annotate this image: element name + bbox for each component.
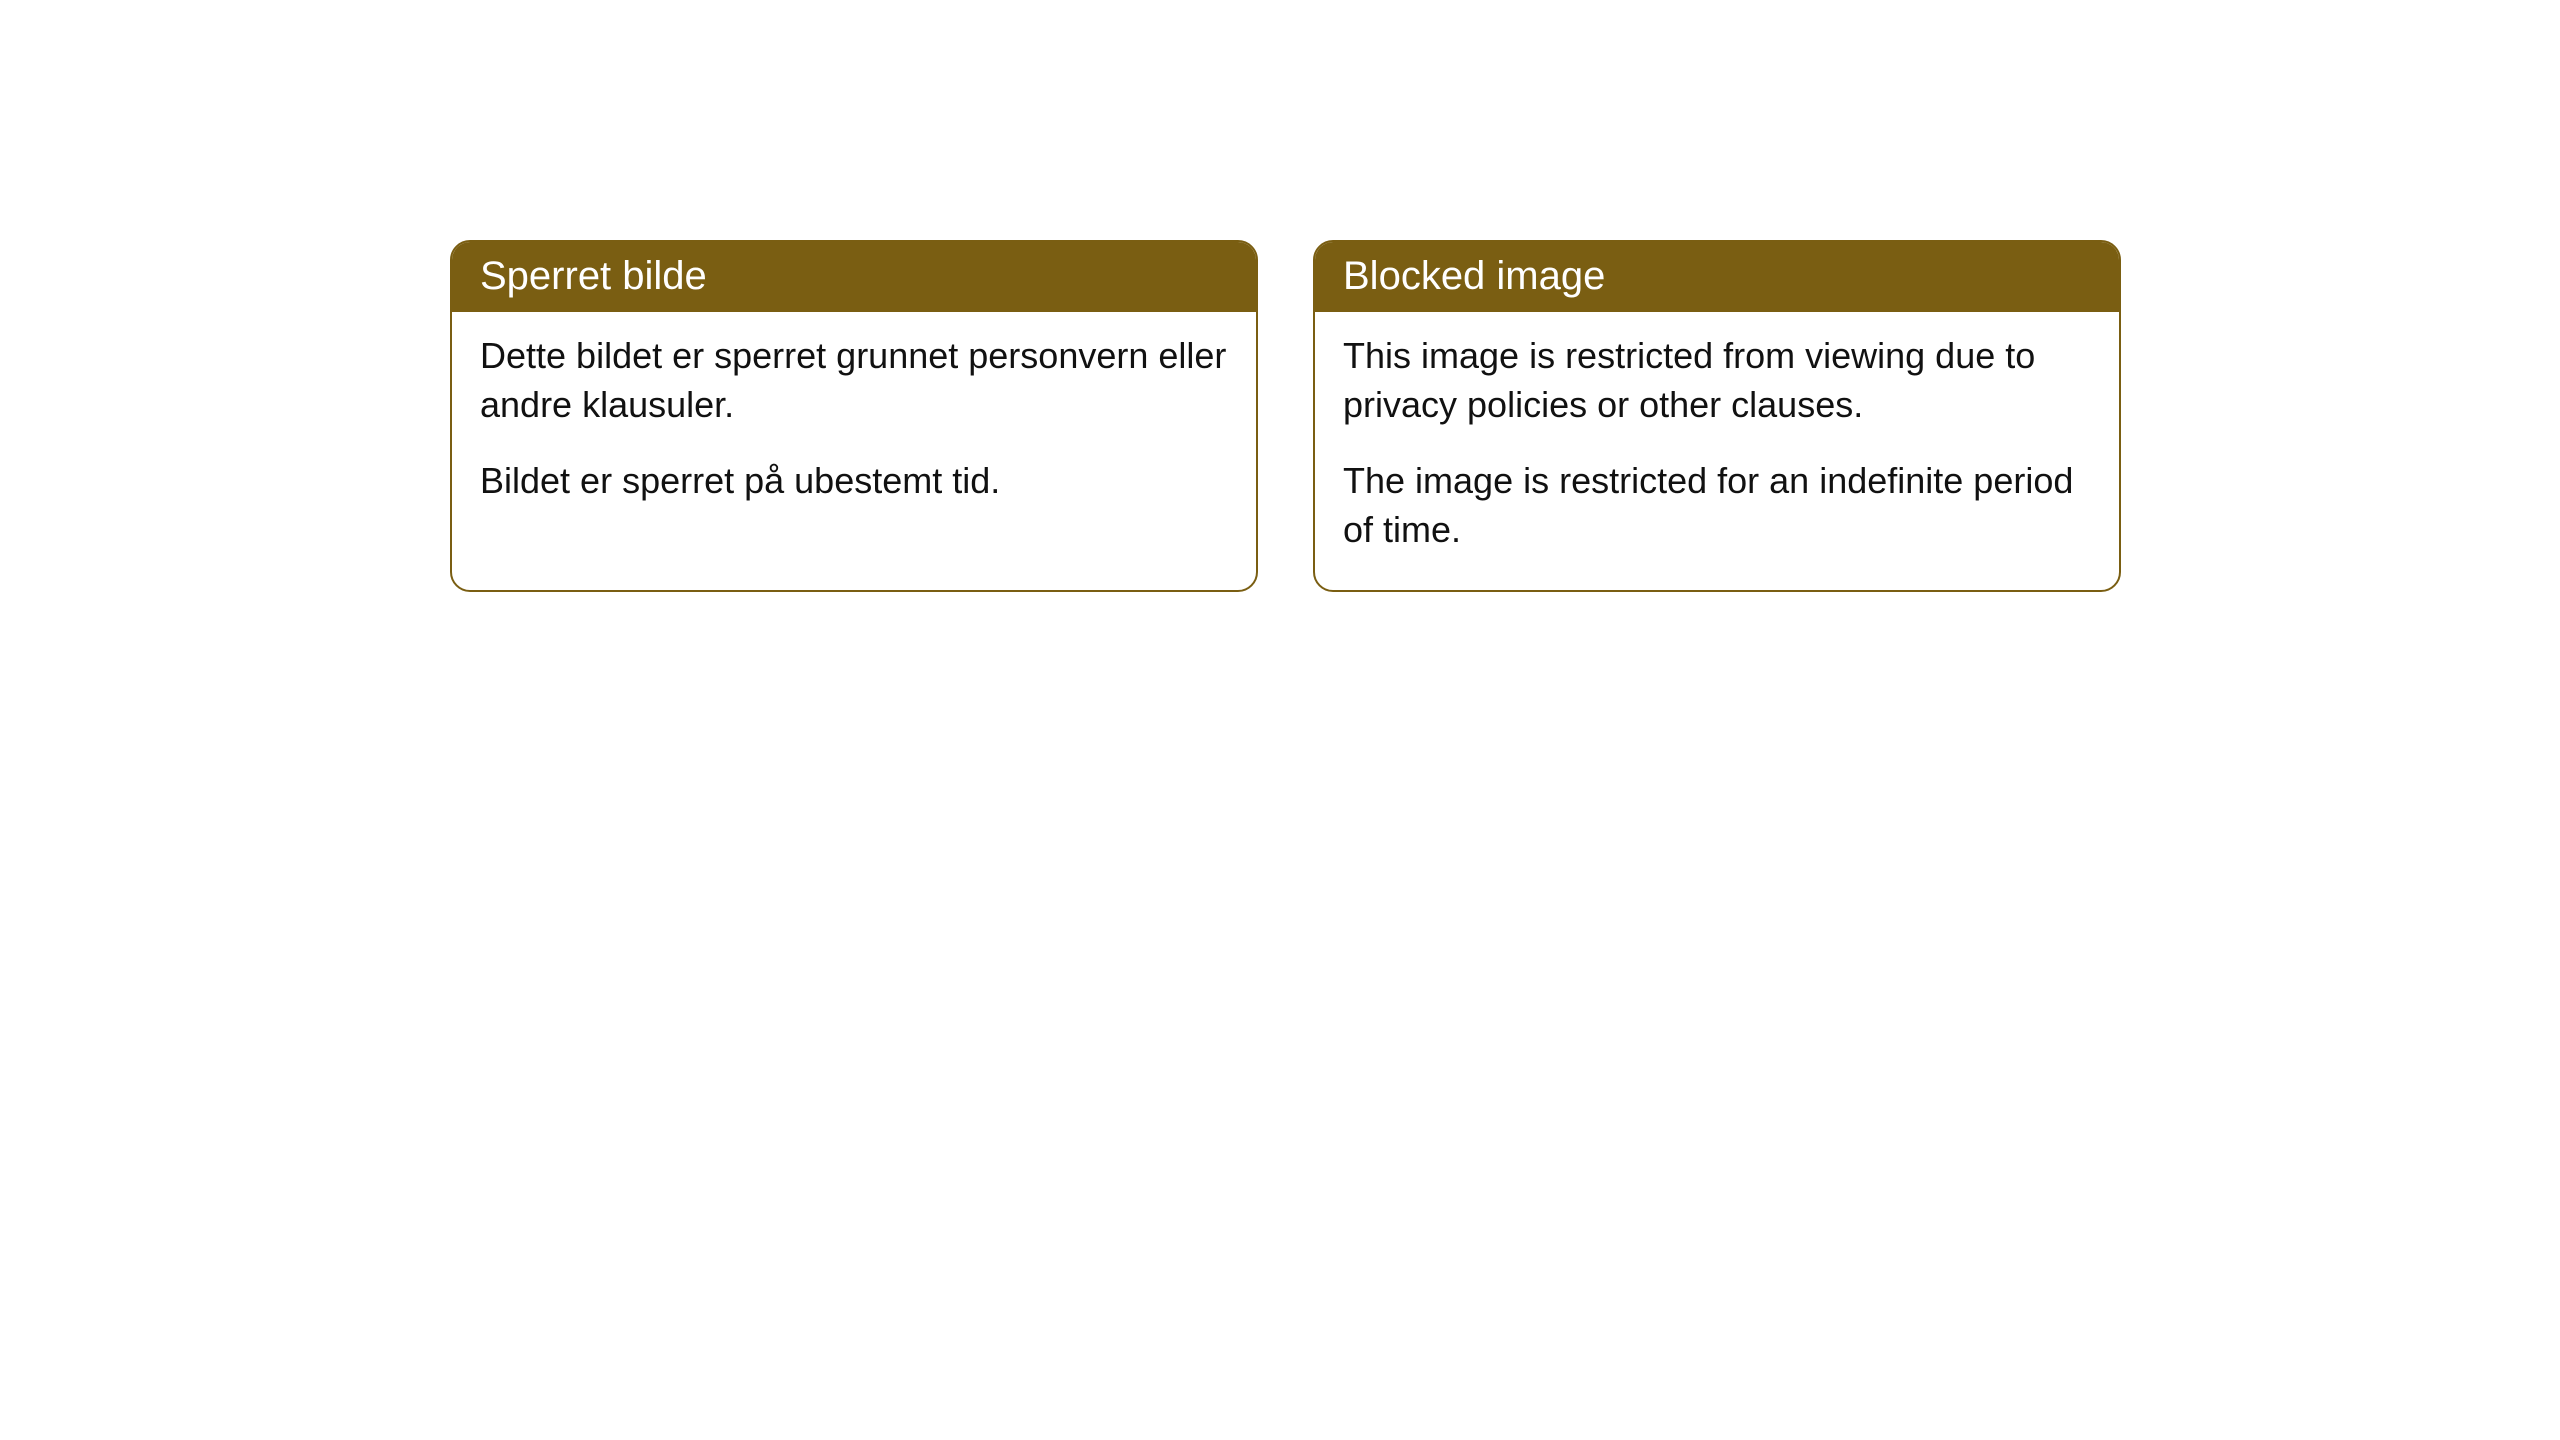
notice-card-english: Blocked image This image is restricted f…	[1313, 240, 2121, 592]
notice-body-english: This image is restricted from viewing du…	[1315, 312, 2119, 590]
notice-body-norwegian: Dette bildet er sperret grunnet personve…	[452, 312, 1256, 542]
notice-paragraph: Bildet er sperret på ubestemt tid.	[480, 457, 1228, 506]
notice-header-english: Blocked image	[1315, 242, 2119, 312]
notice-paragraph: This image is restricted from viewing du…	[1343, 332, 2091, 429]
notice-header-norwegian: Sperret bilde	[452, 242, 1256, 312]
notice-card-norwegian: Sperret bilde Dette bildet er sperret gr…	[450, 240, 1258, 592]
notice-paragraph: The image is restricted for an indefinit…	[1343, 457, 2091, 554]
notice-paragraph: Dette bildet er sperret grunnet personve…	[480, 332, 1228, 429]
notice-container: Sperret bilde Dette bildet er sperret gr…	[450, 240, 2121, 592]
